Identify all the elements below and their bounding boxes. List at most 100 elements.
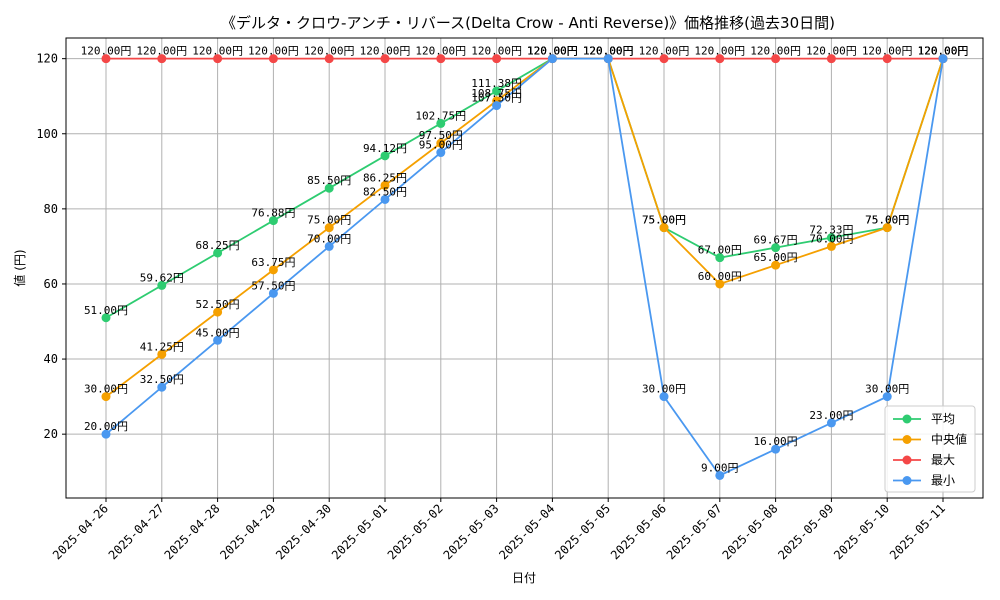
data-point (157, 349, 167, 359)
data-point (492, 101, 502, 111)
data-label: 67.00円 (698, 244, 742, 257)
data-label: 41.25円 (140, 340, 184, 353)
data-point (715, 470, 725, 480)
data-label: 120.00円 (862, 45, 913, 58)
data-point (771, 260, 781, 270)
x-axis: 2025-04-262025-04-272025-04-282025-04-29… (50, 498, 948, 562)
x-tick-label: 2025-04-28 (162, 501, 223, 562)
data-label: 120.00円 (527, 45, 578, 58)
chart-title: 《デルタ・クロウ-アンチ・リバース(Delta Crow - Anti Reve… (221, 14, 835, 32)
data-label: 120.00円 (918, 45, 969, 58)
data-point (436, 118, 446, 128)
data-point (101, 429, 111, 439)
data-point (938, 54, 948, 64)
data-point (213, 248, 223, 258)
legend-box (884, 405, 976, 493)
data-label: 65.00円 (754, 251, 798, 264)
legend-marker (902, 435, 912, 444)
x-tick-label: 2025-04-30 (273, 501, 334, 562)
data-point (380, 151, 390, 161)
data-label: 59.62円 (140, 271, 184, 284)
x-tick-label: 2025-05-11 (887, 501, 948, 562)
data-label: 120.00円 (527, 45, 578, 58)
data-label: 120.00円 (583, 45, 634, 58)
series-line (105, 57, 944, 398)
data-point (492, 86, 502, 96)
legend-marker (902, 476, 912, 485)
data-label: 30.00円 (642, 383, 686, 396)
data-label: 52.50円 (196, 298, 240, 311)
data-point (826, 233, 836, 243)
data-point (324, 223, 334, 233)
data-point (324, 241, 334, 251)
data-point (436, 138, 446, 148)
data-point (157, 382, 167, 392)
data-point (213, 54, 223, 64)
data-point (268, 265, 278, 275)
data-label: 70.00円 (307, 232, 351, 245)
data-label: 16.00円 (754, 435, 798, 448)
data-label: 30.00円 (865, 383, 909, 396)
data-point (771, 243, 781, 253)
data-label: 120.00円 (527, 45, 578, 58)
data-label: 120.00円 (136, 45, 187, 58)
data-label: 120.00円 (360, 45, 411, 58)
data-label: 69.67円 (754, 234, 798, 247)
data-point (157, 280, 167, 290)
data-label: 120.00円 (583, 45, 634, 58)
data-point (771, 444, 781, 454)
data-point (826, 54, 836, 64)
data-label: 120.00円 (471, 45, 522, 58)
data-label: 51.00円 (84, 304, 128, 317)
legend-label: 最大 (931, 453, 955, 467)
data-point (492, 54, 502, 64)
data-labels: 51.00円 59.62円 68.25円 76.88円 85.50円 94.12円 102.… (81, 45, 969, 475)
data-label: 32.50円 (140, 373, 184, 386)
data-point (826, 241, 836, 251)
data-label: 108.75円 (471, 87, 522, 100)
x-tick-label: 2025-05-03 (441, 501, 502, 562)
y-tick-label: 20 (44, 427, 58, 441)
data-point (659, 54, 669, 64)
data-point (324, 54, 334, 64)
data-point (101, 54, 111, 64)
data-label: 63.75円 (251, 256, 295, 269)
data-point (547, 54, 557, 64)
data-label: 120.00円 (750, 45, 801, 58)
y-tick-label: 120 (36, 52, 58, 66)
data-label: 82.50円 (363, 185, 407, 198)
data-point (380, 54, 390, 64)
data-label: 120.00円 (918, 45, 969, 58)
y-tick-label: 60 (44, 277, 58, 291)
data-label: 120.00円 (415, 45, 466, 58)
series-line (105, 57, 944, 319)
data-point (771, 54, 781, 64)
data-label: 95.00円 (419, 139, 463, 152)
data-label: 45.00円 (196, 326, 240, 339)
data-point (659, 392, 669, 402)
x-tick-label: 2025-05-06 (608, 501, 669, 562)
data-point (436, 148, 446, 158)
data-label: 76.88円 (251, 207, 295, 220)
y-axis: 20 40 60 80 100 120 (36, 52, 66, 441)
data-label: 107.50円 (471, 92, 522, 105)
legend-label: 平均 (931, 412, 955, 426)
data-point (603, 54, 613, 64)
legend-marker (902, 414, 912, 424)
x-tick-label: 2025-05-05 (552, 501, 613, 562)
x-tick-label: 2025-05-01 (329, 501, 390, 562)
data-point (157, 54, 167, 64)
legend-marker (902, 455, 912, 465)
data-point (268, 54, 278, 64)
data-point (324, 183, 334, 193)
data-point (213, 307, 223, 317)
data-label: 75.00円 (307, 214, 351, 227)
y-tick-label: 40 (44, 352, 58, 366)
data-label: 97.50円 (419, 129, 463, 142)
data-label: 111.38円 (471, 77, 522, 90)
data-label: 94.12円 (363, 142, 407, 155)
x-tick-label: 2025-05-07 (664, 501, 725, 562)
series-line (105, 57, 944, 477)
data-label: 120.00円 (583, 45, 634, 58)
